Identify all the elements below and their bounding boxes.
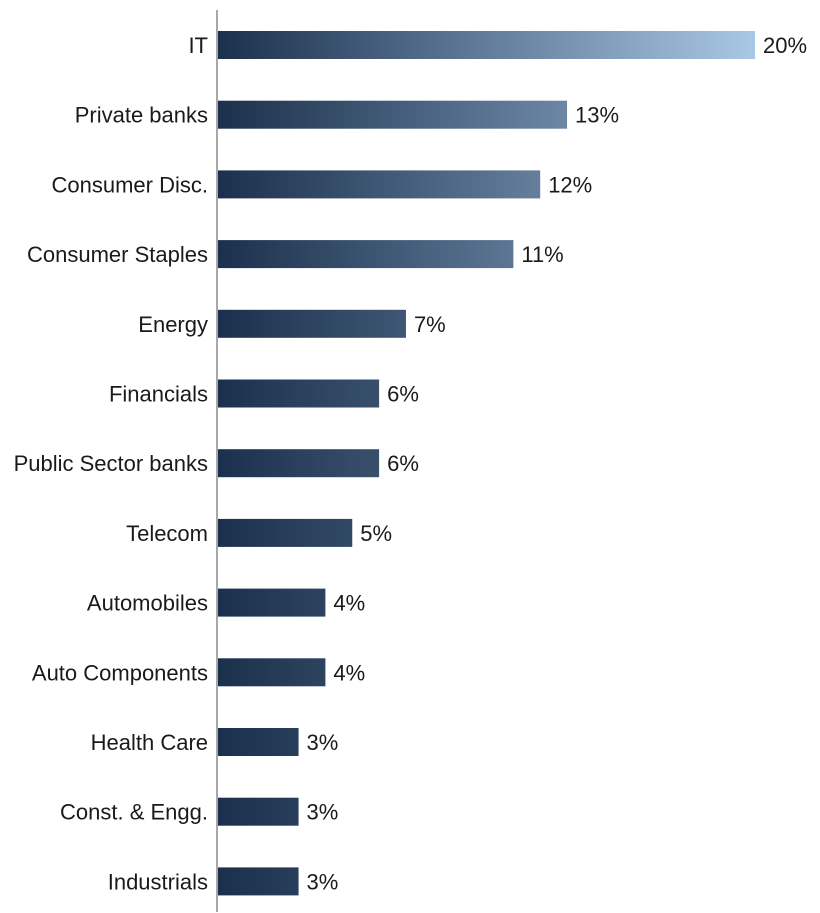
bar-telecom (218, 518, 353, 547)
bar-consumer-staples (218, 240, 514, 269)
category-label: Auto Components (32, 660, 208, 685)
bar-const-engg (218, 797, 299, 826)
category-label: IT (188, 33, 208, 58)
category-labels-group: IT Private banks Consumer Disc. Consumer St… (14, 33, 208, 894)
value-label: 11% (521, 242, 563, 267)
category-label: Private banks (75, 103, 208, 128)
value-label: 3% (307, 730, 339, 755)
bar-health-care (218, 728, 299, 756)
category-label: Health Care (91, 730, 208, 755)
bar-it (218, 31, 755, 59)
bar-energy (218, 309, 406, 338)
value-label: 7% (414, 312, 446, 337)
value-label: 6% (387, 451, 419, 476)
value-label: 4% (333, 591, 365, 616)
category-label: Public Sector banks (14, 451, 208, 476)
category-label: Financials (109, 382, 208, 407)
bar-financials (218, 379, 380, 408)
value-label: 3% (307, 800, 339, 825)
value-label: 20% (763, 33, 807, 58)
bar-private-banks (218, 100, 568, 129)
value-label: 5% (360, 521, 392, 546)
category-label: Const. & Engg. (60, 800, 208, 825)
value-label: 13% (575, 103, 619, 128)
bar-consumer-disc (218, 170, 541, 199)
category-label: Industrials (108, 869, 208, 894)
bar-industrials (218, 867, 299, 896)
value-label: 6% (387, 382, 419, 407)
bar-auto-components (218, 658, 326, 687)
bar-public-sector-banks (218, 449, 380, 478)
category-label: Automobiles (87, 591, 208, 616)
bar-automobiles (218, 588, 326, 617)
bars-group (218, 31, 755, 896)
category-label: Consumer Staples (27, 242, 208, 267)
value-label: 12% (548, 172, 592, 197)
category-label: Consumer Disc. (52, 172, 208, 197)
category-label: Energy (138, 312, 208, 337)
value-label: 3% (307, 869, 339, 894)
value-label: 4% (333, 660, 365, 685)
value-labels-group: 20% 13% 12% 11% 7% 6% 6% 5% 4% 4% 3% 3% 3% (307, 33, 807, 894)
category-label: Telecom (126, 521, 208, 546)
